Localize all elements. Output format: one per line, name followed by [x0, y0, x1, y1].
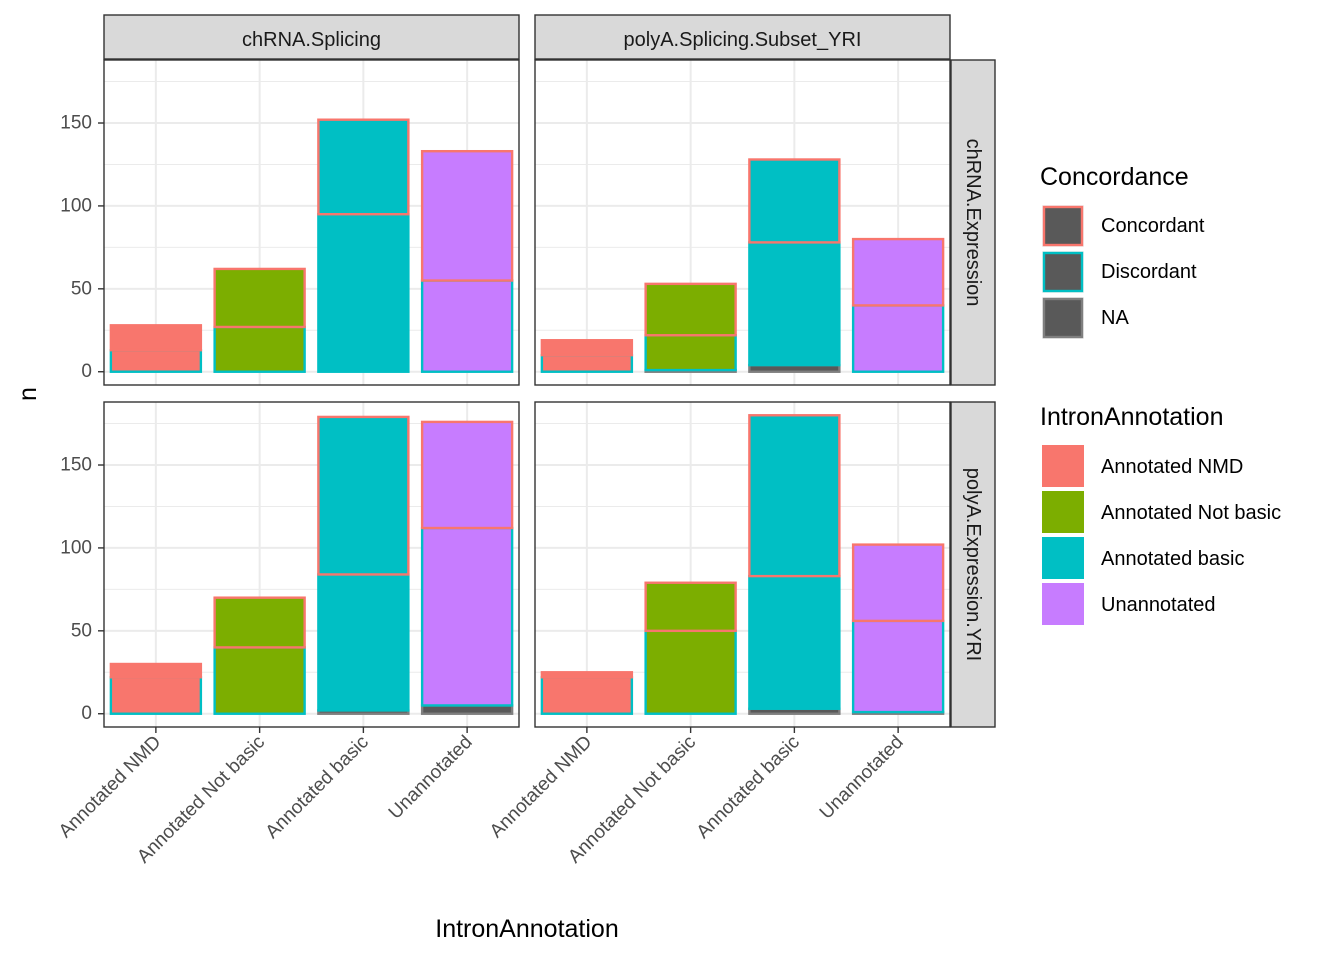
bar-concordant-annotated-nmd [540, 671, 634, 679]
legend-label-na: NA [1101, 307, 1129, 329]
legend-key-unannotated [1042, 583, 1084, 625]
bar-concordant-annotated-basic [317, 415, 410, 576]
bar-discordant-unannotated [851, 304, 945, 373]
bar-concordant-unannotated [851, 237, 945, 307]
x-tick-label: Annotated NMD [55, 732, 165, 842]
x-tick-label: Unannotated [385, 732, 477, 824]
column-strip-label: chRNA.Splicing [242, 29, 381, 51]
x-tick-label: Annotated NMD [486, 732, 596, 842]
bar-discordant-unannotated [851, 619, 945, 714]
bar-concordant-annotated-not-basic [644, 581, 737, 633]
y-tick-label: 50 [71, 278, 92, 299]
bar-concordant-unannotated [420, 149, 514, 282]
legend-key-annotated-basic [1042, 537, 1084, 579]
y-tick-label: 0 [81, 703, 92, 724]
bar-concordant-annotated-not-basic [213, 596, 306, 649]
row-strip [950, 59, 996, 386]
bar-discordant-annotated-not-basic [213, 646, 306, 715]
bar-discordant-annotated-basic [317, 573, 410, 712]
bar-discordant-annotated-basic [317, 213, 410, 373]
y-tick-label: 150 [60, 455, 92, 476]
bar-discordant-annotated-nmd [540, 353, 634, 373]
bar-concordant-unannotated [420, 420, 514, 530]
x-tick-label: Annotated basic [262, 732, 373, 843]
legend-key-na [1042, 297, 1084, 339]
y-tick-label: 50 [71, 620, 92, 641]
column-strip-label: polyA.Splicing.Subset_YRI [624, 29, 862, 51]
row-strip [950, 401, 996, 728]
bar-discordant-annotated-nmd [109, 676, 203, 715]
legend-label-concordant: Concordant [1101, 215, 1205, 237]
legend-label-annotated-basic: Annotated basic [1101, 548, 1244, 570]
row-strip-label: polyA.Expression.YRI [962, 468, 984, 661]
panel-border [534, 401, 951, 728]
panel-2-1 [103, 401, 520, 728]
panel-border [534, 59, 951, 386]
legend-label-annotated-not-basic: Annotated Not basic [1101, 502, 1281, 524]
column-strip [534, 14, 951, 60]
legend-key-annotated-nmd [1042, 445, 1084, 487]
panel-2-2 [534, 401, 951, 728]
y-axis-title: n [14, 387, 42, 401]
bar-concordant-annotated-basic [748, 158, 841, 244]
legend-title-intron-annotation: IntronAnnotation [1040, 403, 1223, 431]
row-strip-label: chRNA.Expression [962, 139, 984, 307]
legend-title-concordance: Concordance [1040, 163, 1189, 191]
bar-discordant-annotated-not-basic [644, 629, 737, 715]
panel-border [103, 401, 520, 728]
bar-concordant-annotated-not-basic [213, 267, 306, 329]
y-tick-label: 100 [60, 537, 92, 558]
legend-label-unannotated: Unannotated [1101, 594, 1216, 616]
bar-concordant-annotated-nmd [109, 324, 203, 352]
bar-discordant-annotated-nmd [109, 348, 203, 373]
y-tick-label: 100 [60, 195, 92, 216]
bar-concordant-annotated-basic [317, 118, 410, 216]
legend-key-annotated-not-basic [1042, 491, 1084, 533]
bar-concordant-annotated-nmd [109, 662, 203, 679]
legend-key-discordant [1042, 251, 1084, 293]
x-tick-label: Unannotated [816, 732, 908, 824]
bar-discordant-annotated-basic [748, 241, 841, 367]
bar-discordant-annotated-not-basic [213, 325, 306, 373]
bar-concordant-unannotated [851, 543, 945, 623]
bar-discordant-unannotated [420, 279, 514, 373]
panel-1-1 [103, 59, 520, 386]
bar-discordant-annotated-nmd [540, 676, 634, 715]
bar-na-unannotated [420, 704, 514, 715]
bar-concordant-annotated-basic [748, 414, 841, 578]
bar-discordant-unannotated [420, 526, 514, 707]
column-strip [103, 14, 520, 60]
bar-discordant-annotated-basic [748, 574, 841, 710]
y-tick-label: 150 [60, 113, 92, 134]
x-axis-title: IntronAnnotation [435, 915, 618, 943]
legend-key-concordant [1042, 205, 1084, 247]
panel-border [103, 59, 520, 386]
legend-label-discordant: Discordant [1101, 261, 1197, 283]
bar-discordant-annotated-not-basic [644, 334, 737, 372]
legend-label-annotated-nmd: Annotated NMD [1101, 456, 1243, 478]
bar-concordant-annotated-nmd [540, 339, 634, 357]
panel-1-2 [534, 59, 951, 386]
y-tick-label: 0 [81, 361, 92, 382]
bar-concordant-annotated-not-basic [644, 282, 737, 337]
x-tick-label: Annotated basic [693, 732, 804, 843]
